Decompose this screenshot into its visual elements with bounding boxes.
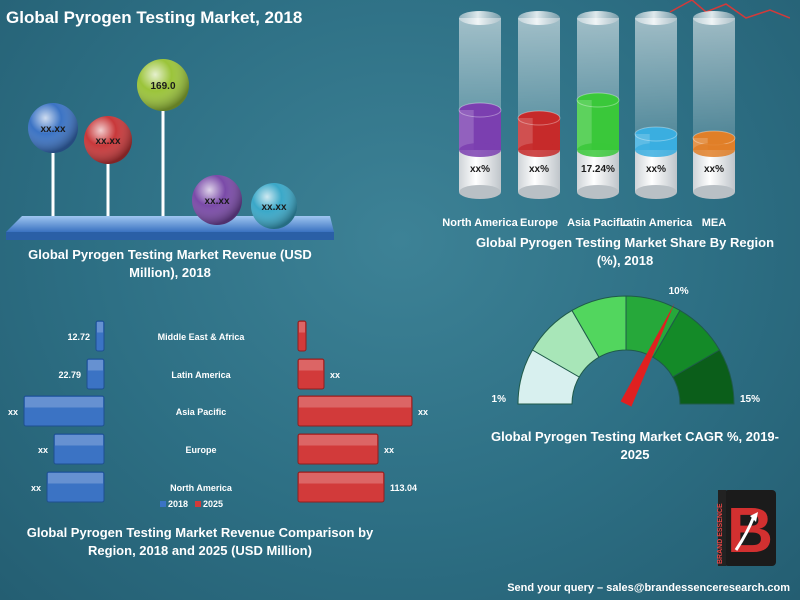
cylinder-fill-top	[576, 92, 620, 108]
bar-2025-value-label: 113.04	[390, 483, 417, 493]
market-share-category-label: Latin America	[620, 217, 693, 229]
page-title: Global Pyrogen Testing Market, 2018	[6, 8, 303, 27]
cylinder-fill-top	[458, 102, 502, 118]
bar-2025-value-label: xx	[418, 407, 428, 417]
cylinder-fill-top	[634, 126, 678, 142]
legend-label-2018: 2018	[168, 499, 188, 509]
bar-2025	[297, 471, 385, 503]
gauge-needle	[620, 303, 675, 407]
bar-2025-value-label: xx	[330, 370, 340, 380]
cylinder-glass-top	[518, 11, 560, 25]
revenue-bubble-chart: xx.xx xx.xx 169.0 xx.xx xx.xx	[6, 59, 334, 240]
market-share-value-label: xx%	[646, 164, 666, 175]
bubble-shine	[84, 116, 132, 164]
bar-2018-value-label: xx	[38, 445, 48, 455]
cylinder-fill	[577, 100, 619, 150]
bar-2018-value-label: 12.72	[67, 332, 90, 342]
market-share-category-label: MEA	[702, 217, 727, 229]
bubble-value-label: xx.xx	[204, 196, 229, 207]
bubble-shine	[192, 175, 242, 225]
gauge-value-label: 10%	[669, 286, 689, 297]
market-share-caption: Global Pyrogen Testing Market Share By R…	[475, 235, 775, 268]
legend-label-2025: 2025	[203, 499, 223, 509]
bubble-shine	[137, 59, 189, 111]
cylinder-glass-top	[693, 11, 735, 25]
bar-2018	[23, 395, 105, 427]
bar-2018-value-label: 22.79	[58, 370, 81, 380]
logo-letter: B	[727, 494, 773, 566]
trend-line-decoration	[669, 0, 790, 19]
market-share-value-label: xx%	[704, 164, 724, 175]
category-label: Middle East & Africa	[158, 332, 246, 342]
bubble-platform-edge	[6, 232, 334, 240]
market-share-value-label: xx%	[470, 164, 490, 175]
market-share-category-label: Asia Pacific	[567, 217, 629, 229]
market-share-category-label: North America	[442, 217, 518, 229]
cylinder-fill-top	[517, 110, 561, 126]
category-label: Europe	[185, 445, 216, 455]
bar-2018	[95, 320, 105, 352]
bar-2025	[297, 395, 413, 427]
cylinder-glass-top	[459, 11, 501, 25]
category-label: Asia Pacific	[176, 407, 227, 417]
bar-2025	[297, 358, 325, 390]
bar-2018-value-label: xx	[31, 483, 41, 493]
bubble-value-label: 169.0	[150, 81, 175, 92]
bar-2018-value-label: xx	[8, 407, 18, 417]
bubble-shine	[28, 103, 78, 153]
cagr-gauge-caption: Global Pyrogen Testing Market CAGR %, 20…	[491, 429, 779, 462]
market-share-cylinder-chart: xx% North America xx% Europe 17.24% Asia Paci…	[442, 0, 790, 229]
legend-swatch-2025	[195, 501, 201, 507]
logo-vertical-text: BRAND ESSENCE	[717, 503, 724, 564]
bubble-value-label: xx.xx	[40, 124, 65, 135]
gauge-segment	[672, 349, 735, 405]
category-label: Latin America	[171, 370, 231, 380]
category-label: North America	[170, 483, 233, 493]
bubble-value-label: xx.xx	[95, 136, 120, 147]
bar-2018	[53, 433, 105, 465]
gauge-max-label: 15%	[740, 394, 760, 405]
bar-2025-value-label: xx	[384, 445, 394, 455]
market-share-value-label: xx%	[529, 164, 549, 175]
revenue-comparison-chart: 12.72 Middle East & Africa 22.79 xx Latin Am…	[8, 320, 428, 509]
gauge-min-label: 1%	[492, 394, 507, 405]
market-share-category-label: Europe	[520, 217, 558, 229]
bar-2018	[86, 358, 105, 390]
revenue-comparison-caption: Global Pyrogen Testing Market Revenue Co…	[26, 525, 374, 558]
legend-swatch-2018	[160, 501, 166, 507]
brand-essence-logo: BRAND ESSENCE B	[717, 490, 776, 566]
bubble-platform	[6, 216, 334, 232]
cagr-gauge-chart: 1% 15% 10%	[492, 286, 760, 407]
cylinder-glass-top	[635, 11, 677, 25]
bar-2018	[46, 471, 105, 503]
bubble-value-label: xx.xx	[261, 202, 286, 213]
bar-2025	[297, 320, 307, 352]
revenue-bubble-caption: Global Pyrogen Testing Market Revenue (U…	[28, 247, 312, 280]
bar-2025	[297, 433, 379, 465]
cylinder-glass-top	[577, 11, 619, 25]
market-share-value-label: 17.24%	[581, 164, 615, 175]
footer-contact: Send your query – sales@brandessencerese…	[507, 582, 790, 594]
bubble-shine	[251, 183, 297, 229]
